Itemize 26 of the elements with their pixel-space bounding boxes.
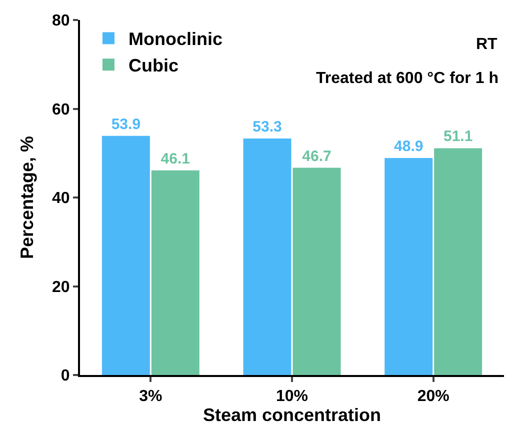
bar xyxy=(243,138,292,375)
data-label: 53.3 xyxy=(252,118,282,136)
y-axis-title: Percentage, % xyxy=(17,136,37,260)
bar xyxy=(384,158,433,375)
annotation: Treated at 600 °C for 1 h xyxy=(316,70,498,87)
data-label: 46.1 xyxy=(160,150,190,168)
data-label: 51.1 xyxy=(443,128,473,146)
x-tick-label: 20% xyxy=(417,388,450,406)
data-label: 48.9 xyxy=(394,138,424,156)
x-tick-label: 3% xyxy=(139,388,162,406)
legend-label: Monoclinic xyxy=(128,29,222,50)
bar xyxy=(292,168,341,375)
y-tick-label: 60 xyxy=(52,101,70,118)
y-tick-label: 20 xyxy=(52,278,70,296)
annotation: RT xyxy=(476,36,498,53)
data-label: 46.7 xyxy=(302,148,332,165)
data-label: 53.9 xyxy=(111,116,141,133)
y-tick-label: 40 xyxy=(52,190,70,208)
bar xyxy=(151,170,200,375)
x-axis-title: Steam concentration xyxy=(202,405,382,426)
y-tick-label: 0 xyxy=(60,368,70,385)
y-tick-label: 80 xyxy=(52,12,70,30)
legend-label: Cubic xyxy=(128,56,178,76)
bar xyxy=(434,148,482,375)
x-tick-label: 10% xyxy=(276,388,308,406)
bar xyxy=(102,136,150,375)
